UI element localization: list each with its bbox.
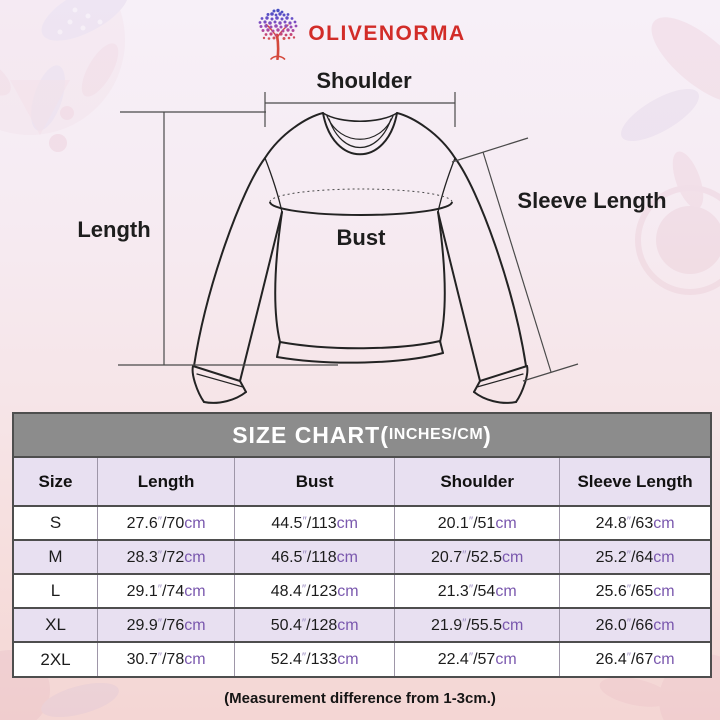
size-chart-table: Size Length Bust Shoulder Sleeve Length … [14, 458, 710, 676]
size-cell: L [50, 581, 61, 600]
size-row-xl: XL 29.9″/76cm 50.4″/128cm 21.9″/55.5cm 2… [14, 608, 710, 642]
size-chart-title-close: ) [483, 421, 492, 448]
length-cell: 28.3″/72cm [97, 540, 235, 574]
sleeve-cell: 25.2″/64cm [559, 540, 710, 574]
sweater-outline [191, 112, 529, 404]
measurement-note: (Measurement difference from 1-3cm.) [224, 690, 496, 707]
shoulder-cell: 21.9″/55.5cm [394, 608, 560, 642]
size-chart-title-main: SIZE CHART( [232, 421, 389, 448]
sleeve-dimension-line [451, 137, 579, 382]
sleeve-cell: 26.4″/67cm [559, 642, 710, 676]
size-cell: XL [45, 615, 66, 634]
size-chart-title: SIZE CHART(INCHES/CM) [14, 414, 710, 458]
bust-measure-ellipse [269, 188, 453, 216]
size-cell: M [48, 547, 63, 566]
shoulder-cell: 20.7″/52.5cm [394, 540, 560, 574]
shoulder-cell: 20.1″/51cm [394, 506, 560, 540]
size-row-2xl: 2XL 30.7″/78cm 52.4″/133cm 22.4″/57cm 26… [14, 642, 710, 676]
sweater-diagram: Shoulder Length Bust Sleeve Length [77, 68, 667, 404]
length-label: Length [77, 217, 150, 242]
column-header-length: Length [97, 458, 235, 506]
size-row-s: S 27.6″/70cm 44.5″/113cm 20.1″/51cm 24.8… [14, 506, 710, 540]
shoulder-label: Shoulder [316, 68, 412, 93]
sleeve-cell: 24.8″/63cm [559, 506, 710, 540]
column-header-size: Size [38, 471, 73, 491]
size-row-m: M 28.3″/72cm 46.5″/118cm 20.7″/52.5cm 25… [14, 540, 710, 574]
length-cell: 30.7″/78cm [97, 642, 235, 676]
shoulder-cell: 22.4″/57cm [394, 642, 560, 676]
sleeve-length-label: Sleeve Length [517, 188, 666, 213]
bust-cell: 50.4″/128cm [234, 608, 395, 642]
column-header-shoulder: Shoulder [394, 458, 560, 506]
shoulder-cell: 21.3″/54cm [394, 574, 560, 608]
size-chart: SIZE CHART(INCHES/CM) Size Length Bust S… [12, 412, 712, 678]
length-dimension-line [118, 111, 338, 366]
bust-label: Bust [337, 225, 387, 250]
brand-logo: OLIVENORMA [0, 8, 720, 60]
brand-tree-icon [258, 8, 298, 60]
column-header-sleeve-length: Sleeve Length [559, 458, 710, 506]
size-cell: S [49, 513, 62, 532]
bust-cell: 52.4″/133cm [234, 642, 395, 676]
bust-cell: 48.4″/123cm [234, 574, 395, 608]
size-chart-title-units: INCHES/CM [388, 426, 484, 443]
length-cell: 27.6″/70cm [97, 506, 235, 540]
size-cell: 2XL [40, 649, 71, 669]
sleeve-cell: 26.0″/66cm [559, 608, 710, 642]
shoulder-dimension-line [264, 92, 456, 127]
bust-cell: 44.5″/113cm [234, 506, 395, 540]
column-header-bust: Bust [234, 458, 395, 506]
bust-cell: 46.5″/118cm [234, 540, 395, 574]
size-row-l: L 29.1″/74cm 48.4″/123cm 21.3″/54cm 25.6… [14, 574, 710, 608]
column-header-row: Size Length Bust Shoulder Sleeve Length [14, 458, 710, 506]
brand-name: OLIVENORMA [308, 22, 466, 45]
length-cell: 29.9″/76cm [97, 608, 235, 642]
length-cell: 29.1″/74cm [97, 574, 235, 608]
sleeve-cell: 25.6″/65cm [559, 574, 710, 608]
